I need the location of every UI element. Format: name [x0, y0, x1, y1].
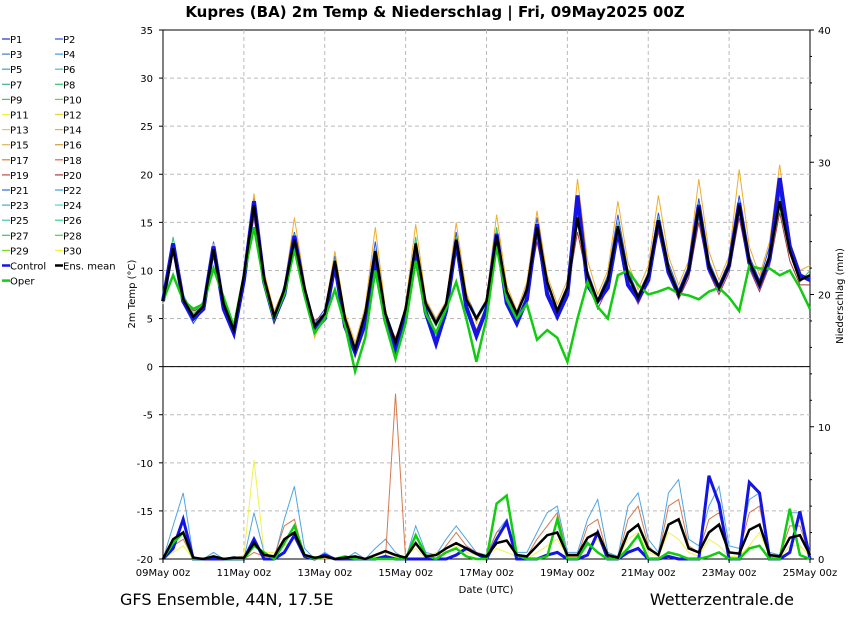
legend-label: Control	[10, 262, 46, 273]
precip-mean-line	[161, 517, 812, 561]
y-axis-label: 2m Temp (°C)	[127, 259, 138, 328]
y-tick-label: -5	[143, 411, 153, 422]
legend-label: P14	[63, 126, 82, 137]
legend-label: P26	[63, 216, 82, 227]
legend-label: P17	[10, 156, 29, 167]
y2-tick-label: 10	[818, 423, 831, 434]
legend-label: P30	[63, 246, 82, 257]
footer-model-info: GFS Ensemble, 44N, 17.5E	[120, 590, 333, 609]
x-tick-label: 13May 00z	[297, 568, 352, 579]
y-axis-temperature: 35 30 25 20 15 10 5 0 -5 -10 -15 -20	[137, 26, 163, 566]
legend-label: Oper	[10, 277, 35, 288]
y2-axis-label: Niederschlag (mm)	[835, 248, 846, 344]
y-axis-precipitation: 40 30 20 10 0	[810, 26, 831, 566]
legend-label: P21	[10, 186, 29, 197]
x-tick-label: 25May 00z	[783, 568, 838, 579]
temperature-series	[161, 164, 812, 377]
legend-label: P10	[63, 95, 82, 106]
x-tick-label: 15May 00z	[378, 568, 433, 579]
x-axis-dates: 09May 00z 11May 00z 13May 00z 15May 00z 17Ma…	[136, 559, 838, 579]
legend-label: P28	[63, 231, 82, 242]
legend-label: P16	[63, 141, 82, 152]
y2-tick-label: 40	[818, 26, 831, 37]
x-tick-label: 11May 00z	[217, 568, 272, 579]
footer-source: Wetterzentrale.de	[650, 590, 794, 609]
legend-label: P12	[63, 111, 82, 122]
legend-label: P27	[10, 231, 29, 242]
legend-label: P25	[10, 216, 29, 227]
legend-label: P23	[10, 201, 29, 212]
legend-label: P3	[10, 50, 22, 61]
y2-tick-label: 0	[818, 555, 824, 566]
legend-label: P7	[10, 80, 22, 91]
x-tick-label: 09May 00z	[136, 568, 191, 579]
legend-label: P29	[10, 246, 29, 257]
y-tick-label: 15	[140, 218, 153, 229]
legend-label: P18	[63, 156, 82, 167]
legend-label: P11	[10, 111, 29, 122]
legend: P1 P2 P3 P4 P5 P6 P7 P8 P9 P10 P11 P12 P13 P14 P15 P16 P…	[2, 35, 116, 288]
x-tick-label: 17May 00z	[459, 568, 514, 579]
x-axis-label: Date (UTC)	[459, 585, 514, 596]
legend-label: P8	[63, 80, 75, 91]
plot-area	[161, 29, 812, 562]
legend-label: P15	[10, 141, 29, 152]
x-tick-label: 21May 00z	[621, 568, 676, 579]
y-tick-label: 25	[140, 122, 153, 133]
temp-mean-line	[161, 200, 811, 354]
y-tick-label: 0	[147, 363, 153, 374]
x-tick-label: 19May 00z	[540, 568, 595, 579]
y-tick-label: 20	[140, 170, 153, 181]
legend-label: P6	[63, 65, 75, 76]
y-tick-label: 30	[140, 74, 153, 85]
legend-label: P9	[10, 95, 22, 106]
legend-label: P1	[10, 35, 22, 46]
y-tick-label: 5	[147, 315, 153, 326]
chart-title: Kupres (BA) 2m Temp & Niederschlag | Fri…	[185, 3, 684, 22]
y-tick-label: -15	[137, 507, 153, 518]
y-tick-label: -10	[137, 459, 153, 470]
legend-label: P13	[10, 126, 29, 137]
legend-label: P4	[63, 50, 75, 61]
y2-tick-label: 30	[818, 158, 831, 169]
x-tick-label: 23May 00z	[702, 568, 757, 579]
legend-label: P2	[63, 35, 75, 46]
legend-label: P5	[10, 65, 22, 76]
legend-label: P20	[63, 171, 82, 182]
y-tick-label: 35	[140, 26, 153, 37]
y2-tick-label: 20	[818, 291, 831, 302]
legend-label: P19	[10, 171, 29, 182]
legend-label: Ens. mean	[63, 262, 116, 273]
legend-label: P22	[63, 186, 82, 197]
legend-label: P24	[63, 201, 82, 212]
y-tick-label: -20	[137, 555, 153, 566]
y-tick-label: 10	[140, 266, 153, 277]
